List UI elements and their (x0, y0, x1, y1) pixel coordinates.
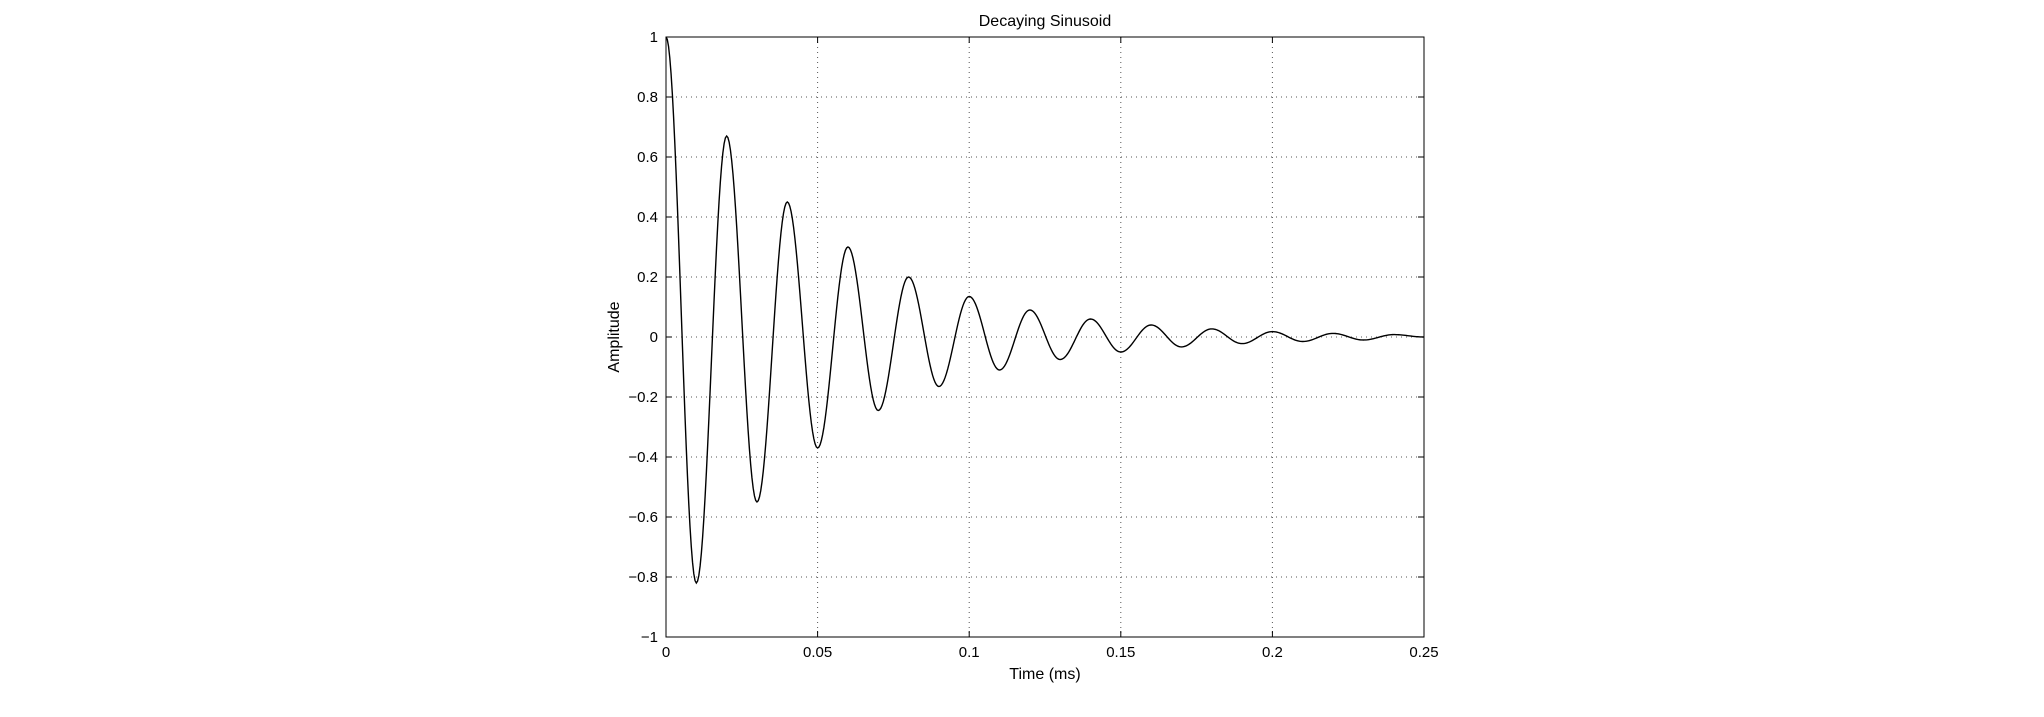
x-tick-label: 0.25 (1409, 644, 1438, 661)
series-line (665, 36, 1425, 585)
y-tick-label: 1 (650, 29, 658, 46)
grid (666, 37, 1424, 637)
y-tick-label: 0 (650, 329, 658, 346)
y-axis-title: Amplitude (606, 301, 623, 372)
chart-title: Decaying Sinusoid (979, 13, 1112, 30)
x-tick-label: 0 (662, 644, 670, 661)
x-tick-label: 0.15 (1106, 644, 1135, 661)
x-tick-label: 0.05 (803, 644, 832, 661)
y-tick-label: 0.4 (637, 209, 658, 226)
ticks: 0 0.05 0.1 0.15 0.2 0.25 −1 −0.8 −0.6 −0.4 −0.2 0 0.… (628, 29, 1438, 661)
y-tick-label: −0.2 (628, 389, 658, 406)
y-tick-label: −0.6 (628, 509, 658, 526)
y-tick-label: −0.4 (628, 449, 658, 466)
y-tick-label: 0.6 (637, 149, 658, 166)
x-axis-title: Time (ms) (1009, 666, 1080, 683)
y-tick-label: −0.8 (628, 569, 658, 586)
y-tick-label: 0.2 (637, 269, 658, 286)
plot-background (666, 37, 1424, 637)
y-tick-label: −1 (641, 629, 658, 646)
y-tick-label: 0.8 (637, 89, 658, 106)
x-tick-label: 0.1 (959, 644, 980, 661)
x-tick-label: 0.2 (1262, 644, 1283, 661)
series-layer (665, 36, 1425, 585)
